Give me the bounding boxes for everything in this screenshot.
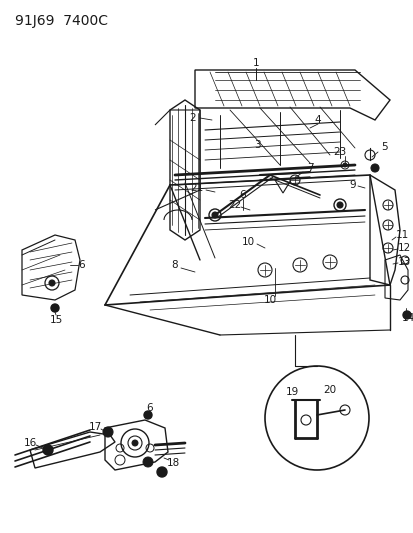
Circle shape xyxy=(370,164,378,172)
Circle shape xyxy=(142,457,153,467)
Text: 16: 16 xyxy=(23,438,36,448)
Text: 11: 11 xyxy=(394,230,408,240)
Text: 21: 21 xyxy=(190,183,203,193)
Text: 22: 22 xyxy=(228,200,241,210)
Text: 6: 6 xyxy=(146,403,153,413)
Text: 19: 19 xyxy=(285,387,298,397)
Text: 12: 12 xyxy=(396,243,410,253)
Text: 13: 13 xyxy=(396,257,410,267)
Circle shape xyxy=(211,212,218,218)
Text: 1: 1 xyxy=(252,58,259,68)
Circle shape xyxy=(43,445,53,455)
Text: 8: 8 xyxy=(171,260,178,270)
Text: 5: 5 xyxy=(381,142,387,152)
Text: 15: 15 xyxy=(49,315,62,325)
Text: 18: 18 xyxy=(166,458,179,468)
Circle shape xyxy=(402,311,410,319)
Text: 6: 6 xyxy=(239,190,246,200)
Circle shape xyxy=(51,304,59,312)
Text: 7: 7 xyxy=(306,163,313,173)
Text: 10: 10 xyxy=(241,237,254,247)
Text: 9: 9 xyxy=(349,180,356,190)
Text: 14: 14 xyxy=(401,313,413,323)
Circle shape xyxy=(132,440,138,446)
Text: 23: 23 xyxy=(332,147,346,157)
Circle shape xyxy=(144,411,152,419)
Text: 2: 2 xyxy=(189,113,196,123)
Circle shape xyxy=(157,467,166,477)
Text: 20: 20 xyxy=(323,385,336,395)
Text: 4: 4 xyxy=(314,115,320,125)
Circle shape xyxy=(342,163,346,167)
Text: 10: 10 xyxy=(263,295,276,305)
Circle shape xyxy=(49,280,55,286)
Circle shape xyxy=(336,202,342,208)
Text: 6: 6 xyxy=(78,260,85,270)
Text: 17: 17 xyxy=(88,422,101,432)
Text: 91J69  7400C: 91J69 7400C xyxy=(15,14,108,28)
Circle shape xyxy=(103,427,113,437)
Text: 3: 3 xyxy=(253,140,260,150)
